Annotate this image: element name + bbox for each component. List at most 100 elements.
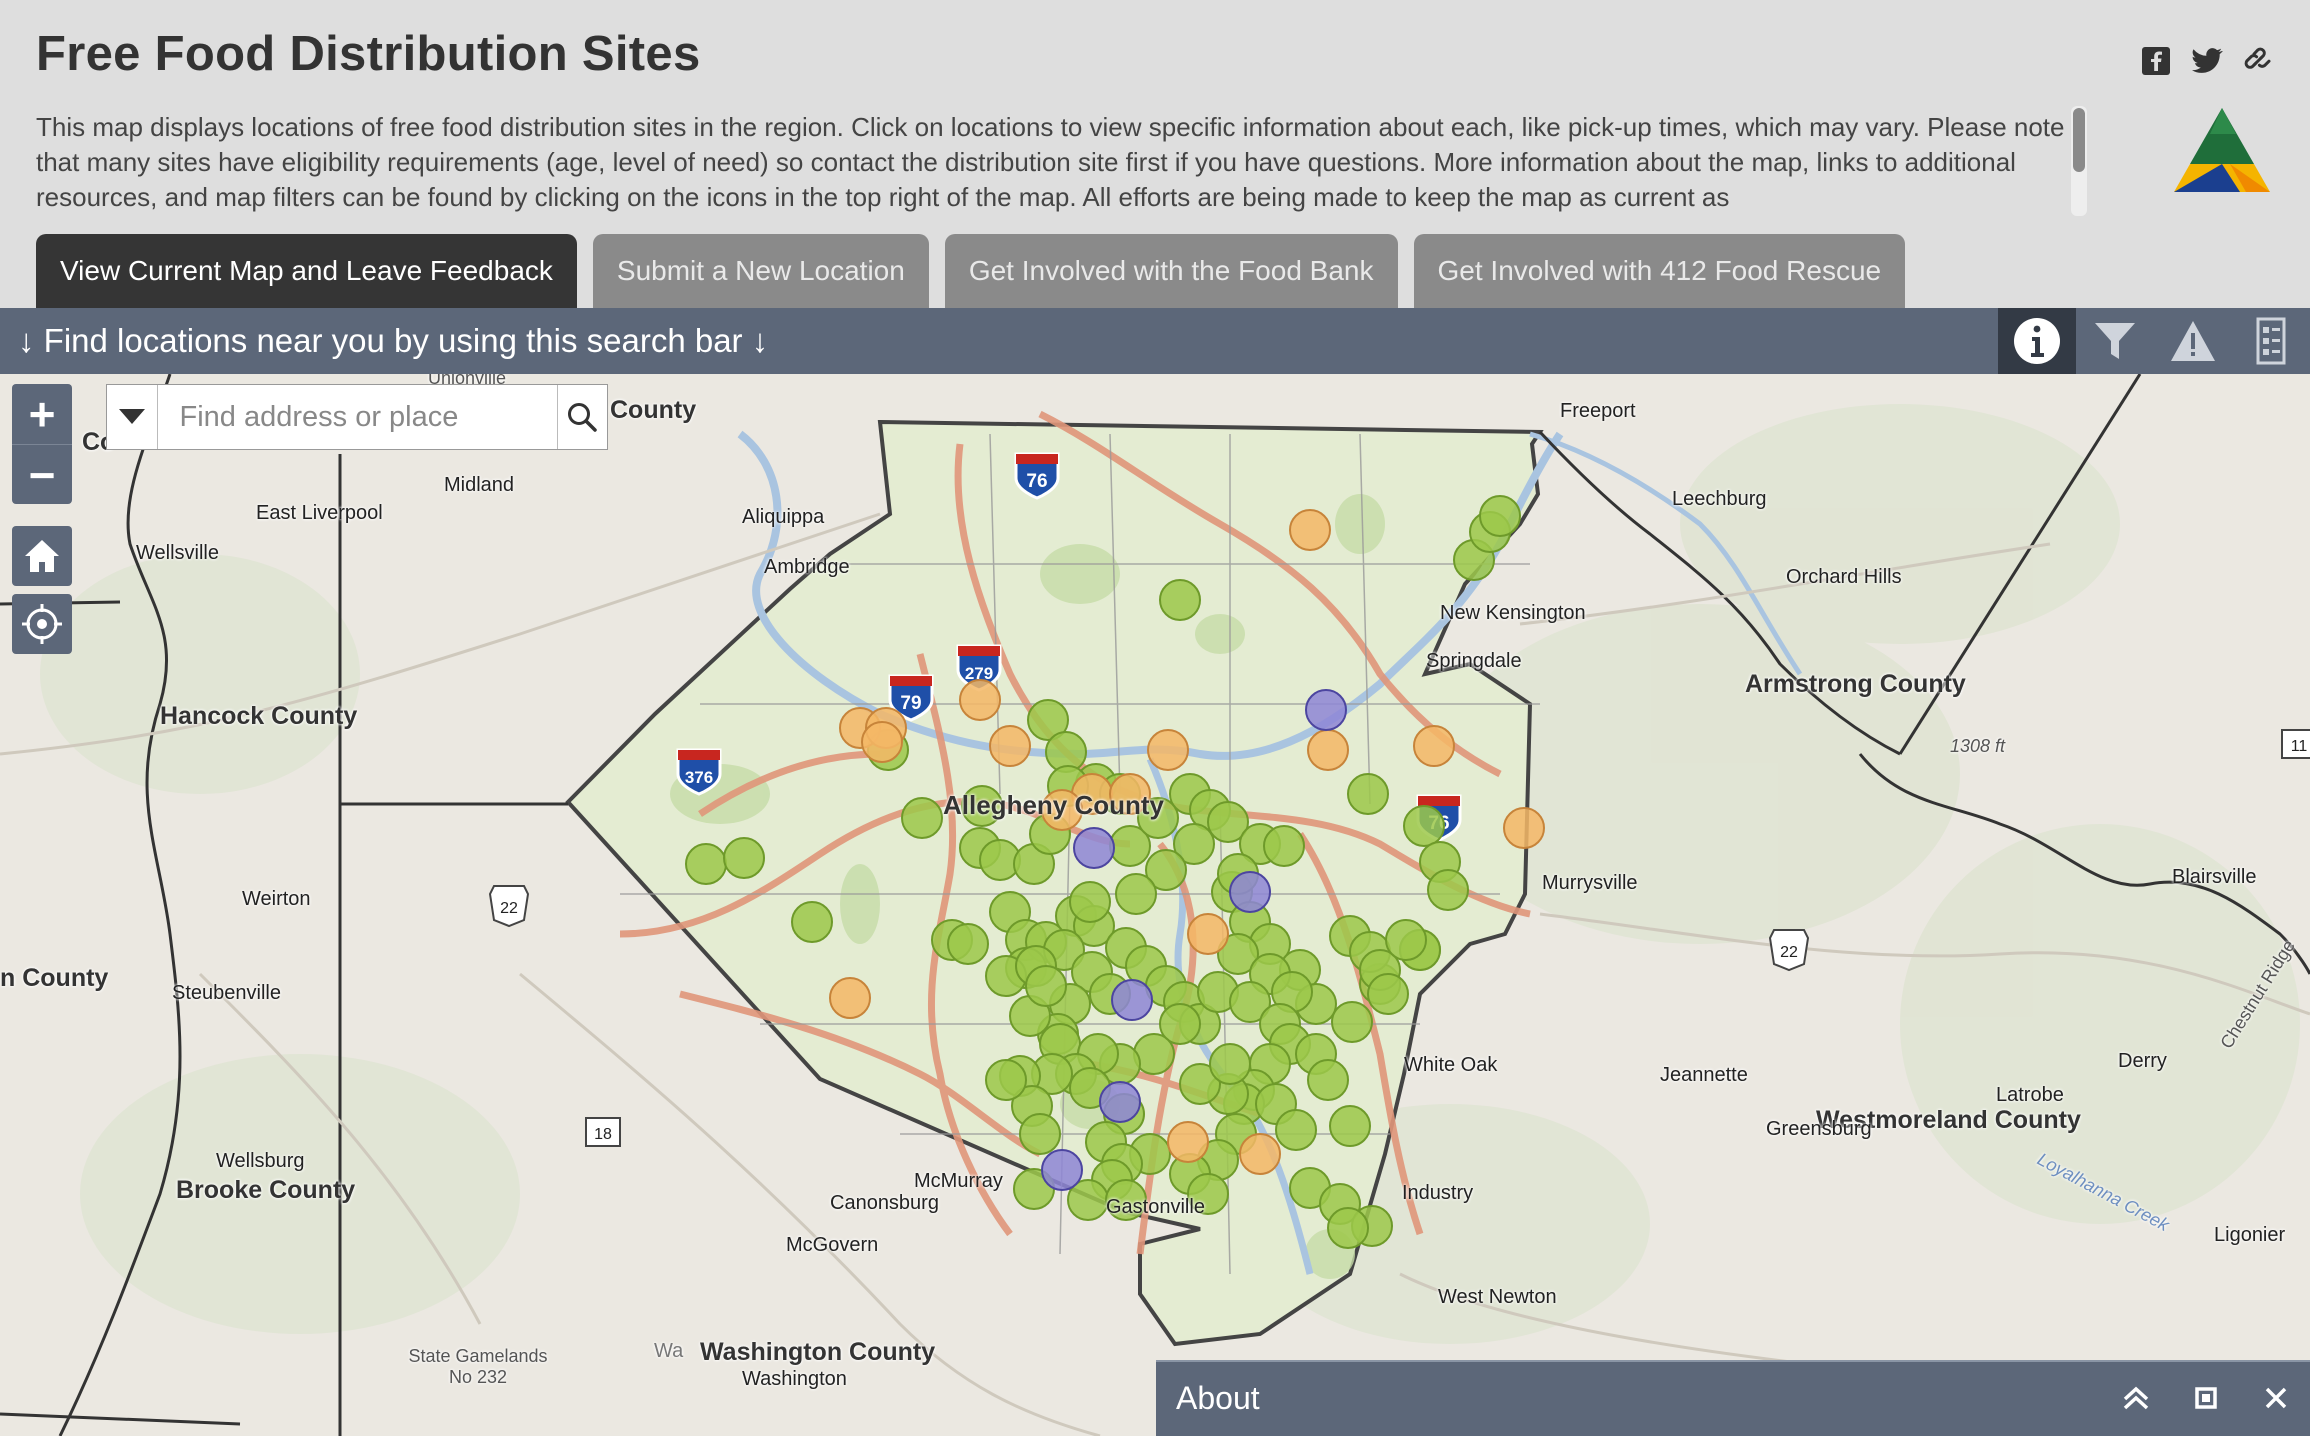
food-site-marker-orange[interactable] — [989, 725, 1031, 767]
food-site-marker-green[interactable] — [961, 785, 1003, 827]
social-links — [2139, 44, 2274, 77]
tab-view-current-map[interactable]: View Current Map and Leave Feedback — [36, 234, 577, 308]
food-site-marker-green[interactable] — [1019, 1113, 1061, 1155]
collapse-icon — [2123, 1386, 2149, 1410]
search-source-dropdown[interactable] — [107, 385, 158, 449]
food-site-marker-orange[interactable] — [959, 679, 1001, 721]
twitter-icon[interactable] — [2190, 44, 2223, 77]
food-site-marker-green[interactable] — [1479, 495, 1521, 537]
food-site-marker-orange[interactable] — [1147, 729, 1189, 771]
food-site-marker-green[interactable] — [1263, 825, 1305, 867]
link-icon[interactable] — [2241, 44, 2274, 77]
basemap[interactable]: 76 279 79 376 76 22 22 18 11 — [0, 374, 2310, 1436]
food-site-marker-purple[interactable] — [1111, 979, 1153, 1021]
tab-bar: View Current Map and Leave Feedback Subm… — [36, 234, 1906, 308]
map-view[interactable]: 76 279 79 376 76 22 22 18 11 Allegheny C… — [0, 374, 2310, 1436]
food-site-marker-orange[interactable] — [1239, 1133, 1281, 1175]
map-label-ligonier: Ligonier — [2214, 1224, 2286, 1246]
facebook-icon[interactable] — [2139, 44, 2172, 77]
search-hint-text: ↓ Find locations near you by using this … — [18, 322, 769, 359]
tab-submit-new-location[interactable]: Submit a New Location — [592, 234, 929, 308]
food-site-marker-green[interactable] — [1159, 1003, 1201, 1045]
food-site-marker-green[interactable] — [1145, 849, 1187, 891]
food-site-marker-green[interactable] — [1025, 965, 1067, 1007]
food-site-marker-orange[interactable] — [1167, 1121, 1209, 1163]
search-input[interactable] — [157, 385, 557, 449]
locate-button[interactable] — [12, 594, 72, 654]
info-button[interactable] — [1998, 308, 2076, 374]
food-site-marker-orange[interactable] — [1289, 509, 1331, 551]
food-site-marker-green[interactable] — [1207, 801, 1249, 843]
legend-button[interactable] — [2232, 308, 2310, 374]
food-site-marker-purple[interactable] — [1041, 1149, 1083, 1191]
food-site-marker-green[interactable] — [685, 843, 727, 885]
food-site-marker-green[interactable] — [1367, 973, 1409, 1015]
food-site-marker-orange[interactable] — [861, 721, 903, 763]
food-site-marker-green[interactable] — [791, 901, 833, 943]
warning-button[interactable] — [2154, 308, 2232, 374]
food-site-marker-green[interactable] — [947, 923, 989, 965]
food-site-markers — [685, 495, 1545, 1249]
county-borders — [0, 374, 2310, 1436]
food-site-marker-green[interactable] — [1217, 933, 1259, 975]
map-label-new-kensington: New Kensington — [1440, 602, 1586, 624]
food-site-marker-green[interactable] — [1385, 919, 1427, 961]
food-site-marker-green[interactable] — [901, 797, 943, 839]
food-site-marker-green[interactable] — [1229, 981, 1271, 1023]
food-site-marker-green[interactable] — [1115, 873, 1157, 915]
map-label-mcgovern: McGovern — [786, 1234, 879, 1256]
about-maximize-button[interactable] — [2186, 1376, 2226, 1420]
map-label-springdale: Springdale — [1426, 650, 1522, 672]
home-button[interactable] — [12, 526, 72, 586]
map-label-greensburg: Greensburg — [1766, 1118, 1872, 1140]
food-site-marker-green[interactable] — [1173, 823, 1215, 865]
map-description: This map displays locations of free food… — [36, 112, 2065, 212]
food-site-marker-purple[interactable] — [1305, 689, 1347, 731]
food-site-marker-purple[interactable] — [1099, 1081, 1141, 1123]
food-site-marker-green[interactable] — [1427, 869, 1469, 911]
filter-button[interactable] — [2076, 308, 2154, 374]
food-site-marker-green[interactable] — [1329, 1105, 1371, 1147]
search-button[interactable] — [556, 385, 608, 449]
food-site-marker-green[interactable] — [1307, 1059, 1349, 1101]
food-site-marker-orange[interactable] — [1187, 913, 1229, 955]
food-site-marker-orange[interactable] — [1109, 773, 1151, 815]
food-site-marker-green[interactable] — [1137, 797, 1179, 839]
food-site-marker-green[interactable] — [1159, 579, 1201, 621]
food-site-marker-orange[interactable] — [1307, 729, 1349, 771]
food-site-marker-green[interactable] — [1327, 1207, 1369, 1249]
page-title: Free Food Distribution Sites — [36, 27, 701, 81]
map-label-state-gamelands: State Gamelands No 232 — [408, 1346, 548, 1387]
food-site-marker-purple[interactable] — [1229, 871, 1271, 913]
food-site-marker-green[interactable] — [1275, 1109, 1317, 1151]
food-site-marker-orange[interactable] — [829, 977, 871, 1019]
zoom-out-button[interactable]: − — [12, 444, 72, 504]
food-site-marker-orange[interactable] — [1041, 789, 1083, 831]
about-close-button[interactable] — [2256, 1376, 2296, 1420]
food-site-marker-purple[interactable] — [1073, 827, 1115, 869]
food-site-marker-green[interactable] — [1403, 805, 1445, 847]
food-site-marker-orange[interactable] — [1503, 807, 1545, 849]
food-site-marker-green[interactable] — [1347, 773, 1389, 815]
tab-food-bank[interactable]: Get Involved with the Food Bank — [944, 234, 1398, 308]
map-label-aliquippa: Aliquippa — [742, 506, 825, 528]
description-panel: This map displays locations of free food… — [36, 110, 2066, 216]
tab-412-food-rescue[interactable]: Get Involved with 412 Food Rescue — [1413, 234, 1906, 308]
food-site-marker-green[interactable] — [1069, 881, 1111, 923]
zoom-in-button[interactable]: + — [28, 388, 56, 440]
food-site-marker-green[interactable] — [985, 1059, 1027, 1101]
about-collapse-button[interactable] — [2116, 1376, 2156, 1420]
food-site-marker-green[interactable] — [723, 837, 765, 879]
food-site-marker-green[interactable] — [1179, 1063, 1221, 1105]
food-site-marker-green[interactable] — [1187, 1173, 1229, 1215]
food-site-marker-green[interactable] — [1105, 1179, 1147, 1221]
food-site-marker-green[interactable] — [1209, 1043, 1251, 1085]
warning-icon — [2171, 321, 2215, 361]
description-scroll-thumb[interactable] — [2073, 108, 2085, 172]
food-site-marker-green[interactable] — [1331, 1001, 1373, 1043]
food-site-marker-green[interactable] — [1027, 699, 1069, 741]
terrain-patches — [40, 404, 2300, 1344]
food-site-marker-orange[interactable] — [1413, 725, 1455, 767]
description-scrollbar[interactable] — [2071, 106, 2087, 216]
map-label-wa: Wa — [654, 1340, 684, 1362]
